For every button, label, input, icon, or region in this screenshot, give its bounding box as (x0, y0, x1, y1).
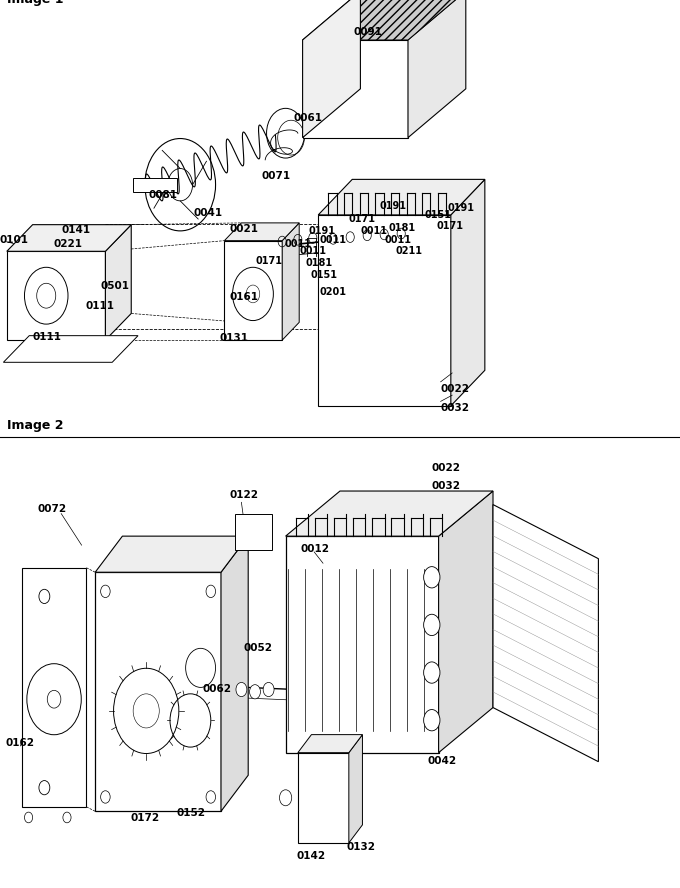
Polygon shape (22, 567, 86, 807)
Text: 0171: 0171 (437, 221, 464, 231)
Circle shape (424, 662, 440, 683)
Text: 0062: 0062 (203, 684, 232, 694)
Text: 0042: 0042 (427, 757, 456, 766)
Text: 0171: 0171 (348, 214, 375, 224)
Circle shape (206, 585, 216, 598)
Circle shape (63, 813, 71, 823)
Text: 0171: 0171 (256, 257, 283, 266)
Polygon shape (318, 179, 485, 215)
Circle shape (206, 790, 216, 803)
Text: 0022: 0022 (441, 385, 470, 394)
Text: 0011: 0011 (320, 235, 347, 245)
Polygon shape (3, 336, 138, 362)
Polygon shape (303, 0, 466, 40)
Text: Image 2: Image 2 (7, 418, 63, 432)
Text: 0111: 0111 (85, 301, 114, 311)
Circle shape (424, 614, 440, 636)
Text: 0111: 0111 (33, 332, 62, 342)
Text: 0501: 0501 (101, 281, 130, 291)
Polygon shape (298, 734, 362, 753)
Circle shape (101, 790, 110, 803)
Text: 0081: 0081 (149, 190, 177, 200)
Circle shape (424, 710, 440, 731)
Polygon shape (95, 536, 248, 572)
Text: 0201: 0201 (320, 288, 347, 297)
Text: 0221: 0221 (53, 239, 82, 249)
Circle shape (236, 682, 247, 696)
Polygon shape (95, 572, 221, 812)
Polygon shape (451, 179, 485, 406)
Polygon shape (7, 251, 105, 340)
Text: 0061: 0061 (294, 113, 323, 123)
Text: 0012: 0012 (301, 544, 330, 554)
Text: 0191: 0191 (309, 226, 336, 236)
Text: 0071: 0071 (262, 171, 291, 181)
Text: 0032: 0032 (441, 403, 470, 413)
Text: 0132: 0132 (347, 842, 376, 852)
Text: 0011: 0011 (300, 246, 327, 256)
Polygon shape (133, 178, 177, 192)
Circle shape (279, 789, 292, 805)
Circle shape (39, 590, 50, 604)
Circle shape (39, 781, 50, 795)
Polygon shape (298, 753, 349, 843)
Circle shape (250, 685, 260, 699)
Text: 0172: 0172 (131, 813, 160, 822)
Text: 0142: 0142 (296, 851, 326, 861)
Text: 0011: 0011 (384, 235, 411, 245)
Circle shape (24, 813, 33, 823)
Circle shape (424, 567, 440, 588)
Text: 0211: 0211 (396, 246, 423, 256)
Text: Image 1: Image 1 (7, 0, 63, 6)
Text: 0041: 0041 (194, 208, 223, 218)
Polygon shape (224, 241, 282, 340)
Text: 0191: 0191 (447, 203, 475, 213)
Text: 0011: 0011 (284, 239, 311, 249)
Polygon shape (7, 225, 131, 251)
Text: 0151: 0151 (310, 270, 337, 280)
Text: 0072: 0072 (37, 503, 67, 513)
Polygon shape (493, 504, 598, 762)
Polygon shape (282, 223, 299, 340)
Text: 0091: 0091 (354, 28, 382, 37)
Polygon shape (439, 491, 493, 753)
Text: 0131: 0131 (220, 333, 249, 343)
Polygon shape (318, 215, 451, 406)
Polygon shape (303, 0, 360, 138)
Text: 0181: 0181 (389, 223, 416, 233)
Text: 0162: 0162 (5, 738, 35, 749)
Text: 0032: 0032 (432, 481, 461, 491)
Text: 0101: 0101 (0, 235, 29, 245)
Text: 0011: 0011 (360, 226, 388, 236)
Polygon shape (303, 40, 408, 138)
Text: 0052: 0052 (243, 644, 273, 654)
Polygon shape (286, 491, 493, 536)
Circle shape (263, 682, 274, 696)
Text: 0151: 0151 (424, 210, 452, 220)
Text: 0022: 0022 (432, 463, 461, 473)
Circle shape (101, 585, 110, 598)
Text: 0191: 0191 (379, 202, 407, 211)
Polygon shape (408, 0, 466, 138)
Text: 0021: 0021 (230, 225, 259, 234)
Text: 0141: 0141 (61, 226, 90, 235)
Polygon shape (105, 225, 131, 340)
Polygon shape (221, 536, 248, 812)
Polygon shape (235, 513, 272, 550)
Text: 0122: 0122 (230, 490, 259, 500)
Text: 0181: 0181 (306, 258, 333, 268)
Text: 0152: 0152 (177, 808, 206, 818)
Text: 0161: 0161 (230, 292, 259, 302)
Polygon shape (349, 734, 362, 843)
Polygon shape (224, 223, 299, 241)
Polygon shape (286, 536, 439, 753)
